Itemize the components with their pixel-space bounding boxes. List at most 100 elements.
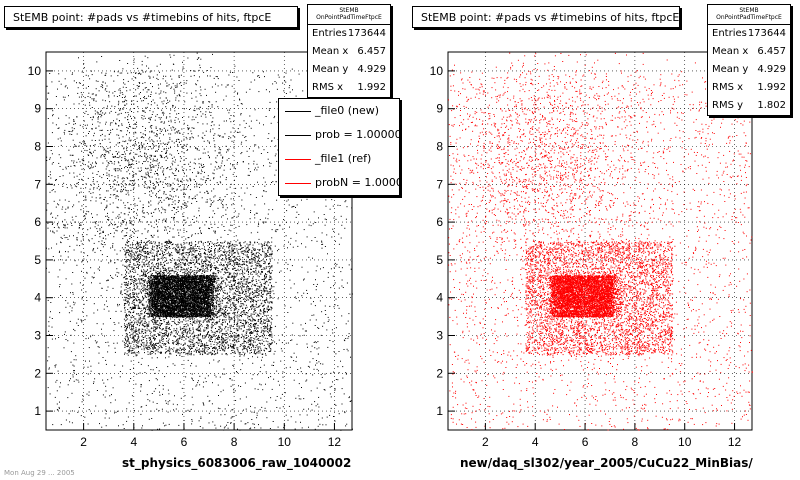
left-data-point xyxy=(278,339,280,341)
left-data-point xyxy=(134,77,136,78)
left-data-point xyxy=(132,328,134,330)
left-data-point xyxy=(296,356,297,358)
left-data-point xyxy=(82,398,84,400)
left-data-point xyxy=(111,105,113,107)
left-data-point xyxy=(238,294,240,296)
left-data-point xyxy=(145,260,147,262)
left-data-point xyxy=(205,286,207,288)
left-data-point xyxy=(231,409,233,411)
left-data-point xyxy=(160,345,162,347)
left-data-point xyxy=(183,224,184,226)
left-data-point xyxy=(185,335,187,337)
left-data-point xyxy=(257,75,258,77)
left-data-point xyxy=(192,336,194,338)
left-data-point xyxy=(210,274,211,276)
left-data-point xyxy=(163,335,165,337)
left-data-point xyxy=(159,341,161,343)
left-data-point xyxy=(309,361,311,363)
left-data-point xyxy=(191,136,193,138)
left-data-point xyxy=(205,250,207,251)
left-data-point xyxy=(49,157,51,159)
left-data-point xyxy=(196,384,198,386)
left-data-point xyxy=(227,344,229,346)
left-data-point xyxy=(147,351,149,353)
left-data-point xyxy=(129,253,131,255)
left-data-point xyxy=(151,236,153,238)
left-data-point xyxy=(69,305,71,307)
left-data-point xyxy=(57,203,58,205)
left-data-point xyxy=(154,338,156,340)
left-data-point xyxy=(104,304,106,306)
left-data-point xyxy=(219,287,221,288)
left-data-point xyxy=(72,272,74,273)
left-data-point xyxy=(316,360,317,361)
left-data-point xyxy=(240,264,242,266)
left-data-point xyxy=(289,270,291,272)
left-data-point xyxy=(105,342,107,343)
left-data-point xyxy=(267,324,268,326)
left-data-point xyxy=(127,416,129,418)
left-data-point xyxy=(139,82,140,84)
left-data-point xyxy=(130,329,132,331)
left-data-point xyxy=(233,345,235,347)
left-data-point xyxy=(249,352,251,354)
left-data-point xyxy=(48,248,50,250)
left-data-point xyxy=(197,326,199,328)
left-data-point xyxy=(240,113,242,114)
left-data-point xyxy=(266,309,268,311)
left-data-point xyxy=(183,318,185,320)
left-data-point xyxy=(236,325,238,327)
left-data-point xyxy=(175,262,177,264)
left-data-point xyxy=(218,316,220,318)
left-data-point xyxy=(73,380,75,382)
left-data-point xyxy=(229,321,230,323)
left-data-point xyxy=(306,293,308,294)
left-data-point xyxy=(172,340,174,341)
left-data-point xyxy=(231,416,233,418)
left-data-point xyxy=(185,353,187,355)
left-data-point xyxy=(140,246,142,248)
left-data-point xyxy=(198,108,200,110)
left-data-point xyxy=(242,303,244,305)
left-data-point xyxy=(213,257,215,259)
left-data-point xyxy=(210,265,212,266)
left-data-point xyxy=(157,245,159,247)
left-data-point xyxy=(88,337,89,339)
left-data-point xyxy=(274,245,276,247)
left-data-point xyxy=(119,108,121,109)
left-data-point xyxy=(351,257,353,259)
left-data-point xyxy=(76,264,78,266)
left-data-point xyxy=(143,274,145,276)
left-data-point xyxy=(207,347,209,348)
left-data-point xyxy=(63,347,65,349)
left-data-point xyxy=(117,71,119,73)
left-data-point xyxy=(263,190,265,191)
left-data-point xyxy=(247,247,249,249)
left-data-point xyxy=(334,388,336,390)
left-data-point xyxy=(249,332,251,334)
left-data-point xyxy=(297,223,299,225)
left-data-point xyxy=(235,257,237,259)
left-data-point xyxy=(210,200,212,202)
left-data-point xyxy=(267,152,269,153)
left-data-point xyxy=(87,261,88,263)
left-data-point xyxy=(133,345,135,347)
left-data-point xyxy=(314,347,316,349)
left-data-point xyxy=(153,165,155,167)
left-data-point xyxy=(143,333,145,334)
left-data-point xyxy=(118,199,119,201)
left-data-point xyxy=(169,230,171,232)
left-data-point xyxy=(46,85,48,87)
left-data-point xyxy=(191,420,193,422)
left-data-point xyxy=(210,326,212,328)
left-data-point xyxy=(155,245,157,247)
left-data-point xyxy=(221,286,222,288)
left-data-point xyxy=(266,317,268,319)
left-data-point xyxy=(254,328,256,330)
left-data-point xyxy=(192,317,193,319)
left-data-point xyxy=(194,263,196,265)
left-data-point xyxy=(196,328,198,330)
left-data-point xyxy=(247,251,249,253)
left-data-point xyxy=(226,194,228,195)
left-data-point xyxy=(166,253,168,255)
